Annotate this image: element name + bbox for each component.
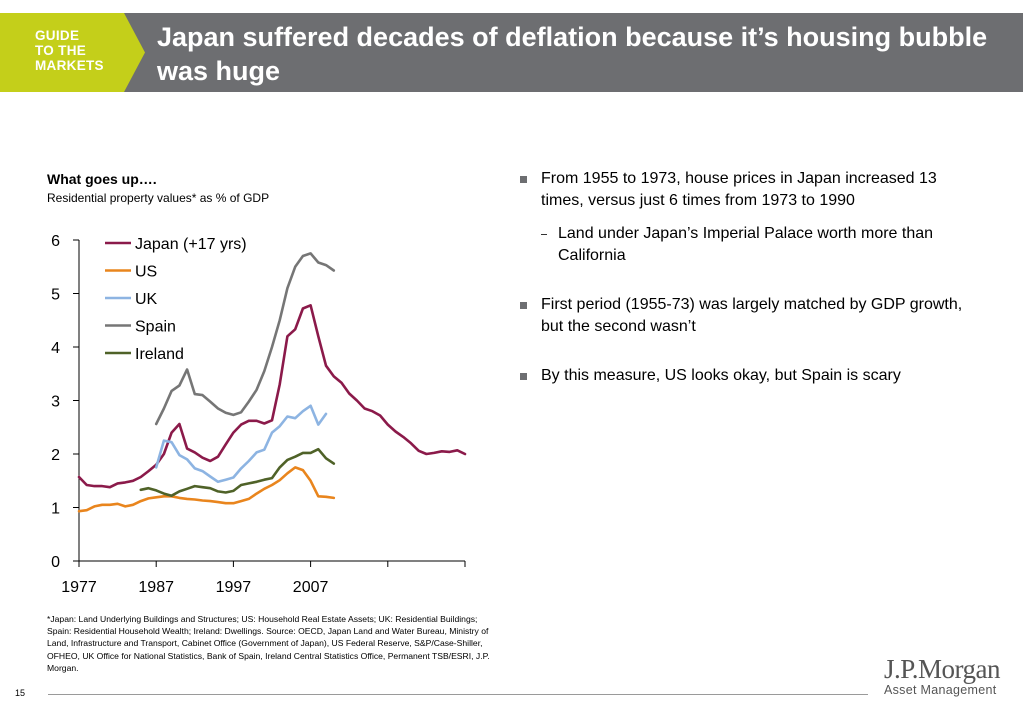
y-tick-label: 0 <box>51 554 60 571</box>
legend-label: US <box>135 264 157 281</box>
chart-heading: What goes up…. <box>47 171 157 187</box>
slide-title: Japan suffered decades of deflation beca… <box>157 22 988 86</box>
series-line-us <box>77 466 336 513</box>
y-tick-label: 3 <box>51 394 60 411</box>
series-line-ireland <box>139 447 336 498</box>
series-line-japan-17-yrs <box>77 304 467 489</box>
sub-bullet-text: Land under Japan’s Imperial Palace worth… <box>558 225 934 264</box>
legend-label: UK <box>135 291 158 308</box>
series-line-spain <box>154 252 336 426</box>
bullet-text: By this measure, US looks okay, but Spai… <box>541 367 901 384</box>
y-tick-label: 1 <box>51 501 60 518</box>
guide-to-markets-logo <box>0 13 145 92</box>
x-tick-label: 2007 <box>293 579 329 596</box>
y-tick-label: 6 <box>51 233 60 250</box>
bullet-square-icon <box>520 302 527 309</box>
chart-subheading: Residential property values* as % of GDP <box>47 191 270 205</box>
legend-label: Japan (+17 yrs) <box>135 236 247 253</box>
page-number: 15 <box>15 688 26 698</box>
bullet-square-icon <box>520 373 527 380</box>
bullet-text: First period (1955-73) was largely match… <box>541 296 963 335</box>
legend-label: Ireland <box>135 346 184 363</box>
jpmorgan-logo: J.P.Morgan <box>884 654 1001 684</box>
footnote: *Japan: Land Underlying Buildings and St… <box>47 614 490 673</box>
header-bar <box>0 13 1023 92</box>
x-tick-label: 1977 <box>61 579 97 596</box>
x-tick-label: 1997 <box>216 579 252 596</box>
guide-to-markets-text: GUIDE TO THE MARKETS <box>35 28 104 73</box>
series-line-uk <box>154 404 328 484</box>
brand-line-1: GUIDE <box>35 28 80 43</box>
bullet-square-icon <box>520 176 527 183</box>
legend-label: Spain <box>135 319 176 336</box>
asset-management-tagline: Asset Management <box>884 683 997 697</box>
bullet-text: From 1955 to 1973, house prices in Japan… <box>541 170 937 209</box>
brand-line-3: MARKETS <box>35 58 104 73</box>
footer-divider <box>48 694 868 695</box>
bullet-dash-icon <box>541 234 547 235</box>
x-tick-label: 1987 <box>138 579 174 596</box>
brand-line-2: TO THE <box>35 43 87 58</box>
y-tick-label: 4 <box>51 340 60 357</box>
line-chart: 0 1 2 3 4 5 6 1977 1987 1997 2007 Japan (+17 yrs) US… <box>51 233 467 596</box>
y-tick-label: 5 <box>51 287 60 304</box>
y-tick-label: 2 <box>51 447 60 464</box>
